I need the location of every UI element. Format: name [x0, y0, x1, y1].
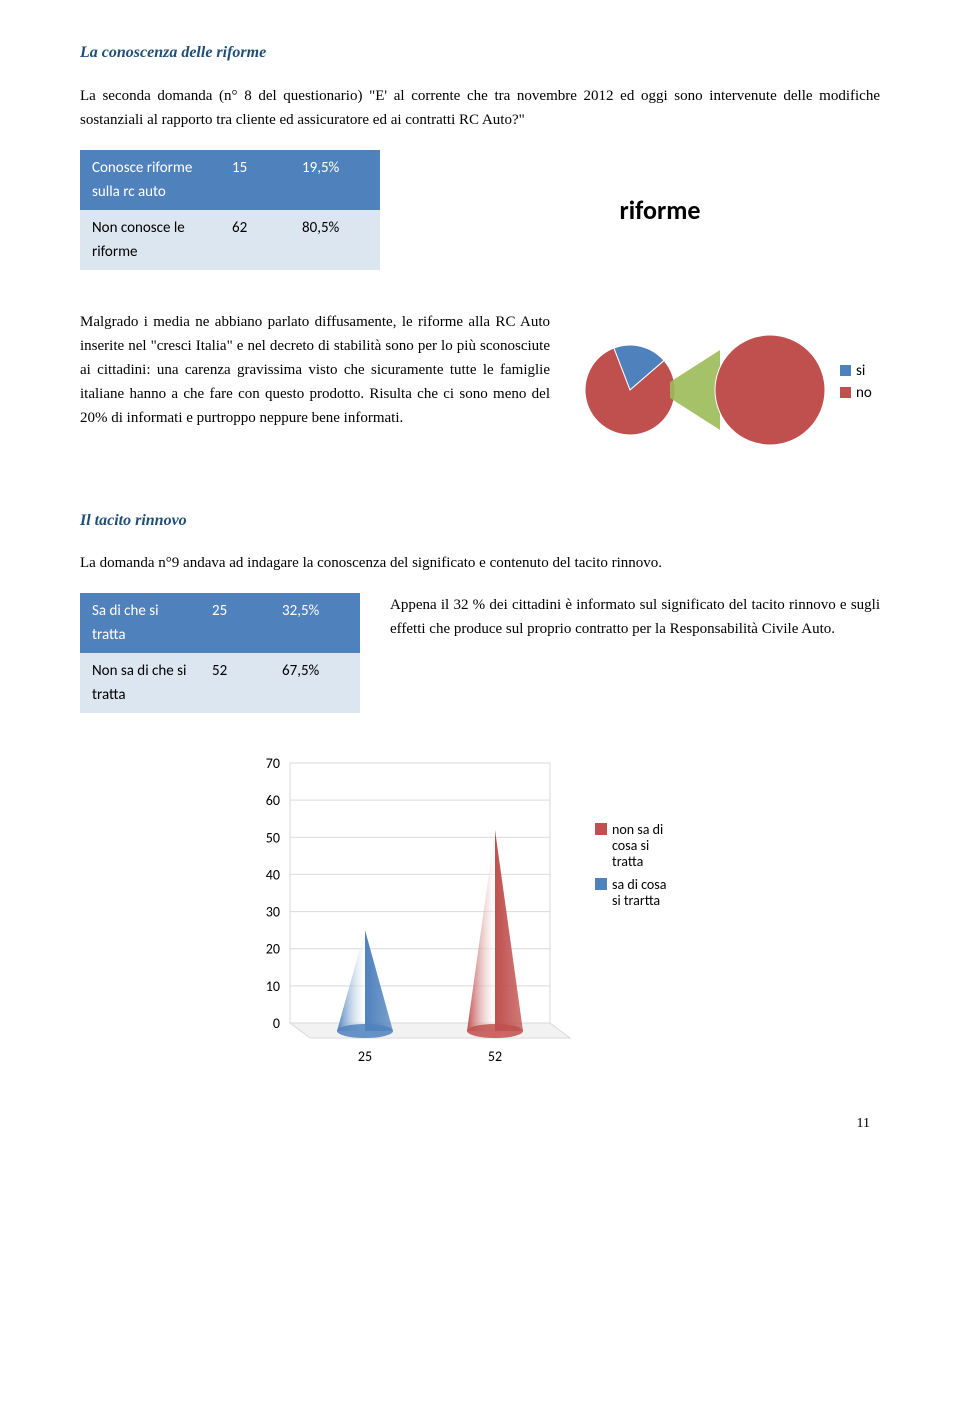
table-cell: 67,5%: [270, 653, 360, 713]
svg-text:52: 52: [488, 1048, 502, 1065]
table-cell: 52: [200, 653, 270, 713]
table-cell: Non sa di che si tratta: [80, 653, 200, 713]
table-cell: 15: [220, 150, 290, 210]
svg-text:50: 50: [266, 829, 280, 846]
page-number: 11: [80, 1113, 880, 1135]
svg-text:70: 70: [266, 755, 280, 772]
para-domanda-9: La domanda n°9 andava ad indagare la con…: [80, 551, 880, 575]
section-para-pie: Malgrado i media ne abbiano parlato diff…: [80, 310, 880, 478]
table-cell: 25: [200, 593, 270, 653]
para-intro-1: La seconda domanda (n° 8 del questionari…: [80, 84, 880, 132]
svg-text:30: 30: [266, 904, 280, 921]
chart-title-riforme: riforme: [440, 190, 880, 232]
heading-conoscenza: La conoscenza delle riforme: [80, 40, 880, 66]
svg-text:non sa di: non sa di: [612, 821, 663, 838]
svg-text:sa di cosa: sa di cosa: [612, 876, 666, 893]
para-malgrado: Malgrado i media ne abbiano parlato diff…: [80, 310, 550, 430]
table-cell: 62: [220, 210, 290, 270]
cone-chart-wrap: 0 10 20 30 40 50 60 70 25 52 non sa dicosa sitratt…: [80, 743, 880, 1073]
svg-text:40: 40: [266, 867, 280, 884]
table-cell: 19,5%: [290, 150, 380, 210]
table-cell: Sa di che si tratta: [80, 593, 200, 653]
pie-chart-riforme: si no: [580, 310, 880, 478]
svg-text:no: no: [856, 384, 872, 402]
svg-text:20: 20: [266, 941, 280, 958]
svg-text:tratta: tratta: [612, 853, 643, 870]
svg-text:25: 25: [358, 1048, 372, 1065]
table-riforme: Conosce riforme sulla rc auto1519,5% Non …: [80, 150, 380, 270]
heading-tacito: Il tacito rinnovo: [80, 508, 880, 534]
table-cell: Non conosce le riforme: [80, 210, 220, 270]
table-cell: Conosce riforme sulla rc auto: [80, 150, 220, 210]
para-appena: Appena il 32 % dei cittadini è informato…: [390, 593, 880, 641]
section-table2-para: Sa di che si tratta2532,5% Non sa di che …: [80, 593, 880, 713]
section-table-title: Conosce riforme sulla rc auto1519,5% Non …: [80, 150, 880, 270]
svg-text:si trartta: si trartta: [612, 892, 660, 909]
svg-text:cosa si: cosa si: [612, 837, 649, 854]
svg-text:60: 60: [266, 792, 280, 809]
table-cell: 80,5%: [290, 210, 380, 270]
svg-text:si: si: [856, 362, 865, 380]
table-cell: 32,5%: [270, 593, 360, 653]
svg-text:0: 0: [273, 1015, 280, 1032]
svg-text:10: 10: [266, 978, 280, 995]
cone-chart: 0 10 20 30 40 50 60 70 25 52 non sa dicosa sitratt…: [220, 743, 740, 1073]
table-tacito: Sa di che si tratta2532,5% Non sa di che …: [80, 593, 360, 713]
